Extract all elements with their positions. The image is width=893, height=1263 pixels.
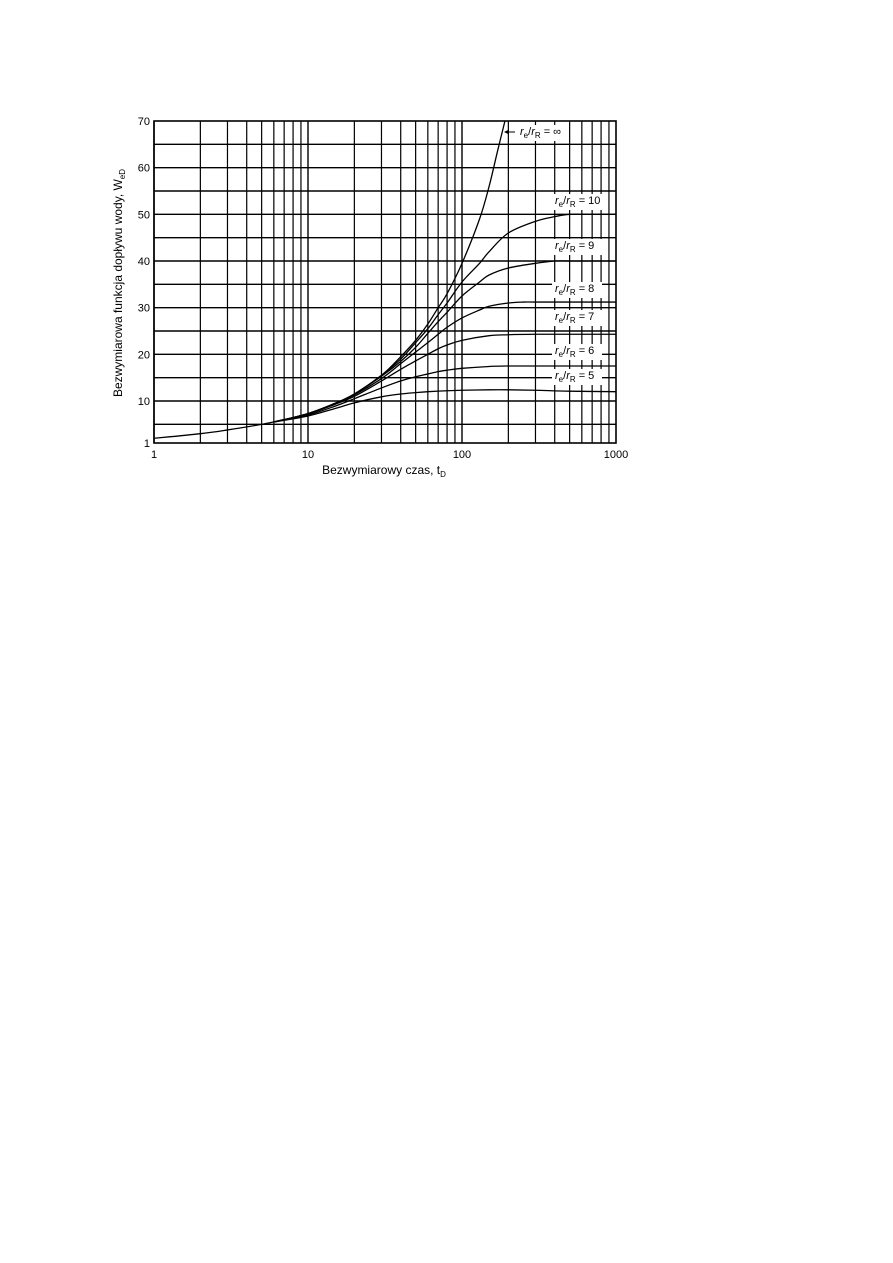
y-tick-label: 1 <box>144 438 150 450</box>
grid <box>153 121 616 443</box>
y-tick-label: 20 <box>138 349 150 361</box>
x-tick-label: 1000 <box>604 449 628 461</box>
series-line-3 <box>273 301 616 423</box>
series-line-4 <box>273 333 616 423</box>
series-label-2: re/rR = 9 <box>555 240 594 254</box>
y-axis-title: Bezwymiarowa funkcja dopływu wody, WeD <box>111 169 127 397</box>
y-tick-label: 40 <box>138 256 150 268</box>
series-labels: re/rR = ∞ re/rR = 10 re/rR = 9 re/rR = 8 re/… <box>504 125 602 385</box>
x-tick-label: 10 <box>302 449 314 461</box>
y-tick-label: 70 <box>138 116 150 128</box>
series-label-1: re/rR = 10 <box>555 195 600 209</box>
y-tick-label: 30 <box>138 303 150 315</box>
series-label-bg <box>552 282 602 298</box>
series-label-4: re/rR = 7 <box>555 311 594 325</box>
y-tick-label: 60 <box>138 163 150 175</box>
series-label-bg <box>552 344 602 360</box>
series-label-0: re/rR = ∞ <box>520 126 561 140</box>
series-label-bg <box>552 369 602 385</box>
series-label-5: re/rR = 6 <box>555 345 594 359</box>
series-line-2 <box>273 260 616 423</box>
x-tick-label: 100 <box>453 449 471 461</box>
x-tick-label: 1 <box>151 449 157 461</box>
plot-frame <box>153 120 617 444</box>
y-tick-label: 10 <box>138 396 150 408</box>
curves <box>154 121 616 439</box>
series-line-0 <box>154 121 506 439</box>
series-label-bg <box>552 239 602 255</box>
series-line-5 <box>273 365 616 423</box>
series-label-6: re/rR = 5 <box>555 370 594 384</box>
series-label-bg <box>552 194 602 210</box>
series-label-bg <box>517 125 567 141</box>
y-tick-label: 50 <box>138 209 150 221</box>
x-axis-title: Bezwymiarowy czas, tD <box>322 463 446 479</box>
pointer-arrowhead <box>504 129 509 135</box>
series-line-6 <box>273 389 616 423</box>
series-label-bg <box>552 310 602 326</box>
series-label-3: re/rR = 8 <box>555 283 594 297</box>
tick-labels: 1 10 100 1000 1 10 20 30 40 50 60 70 <box>138 116 628 461</box>
